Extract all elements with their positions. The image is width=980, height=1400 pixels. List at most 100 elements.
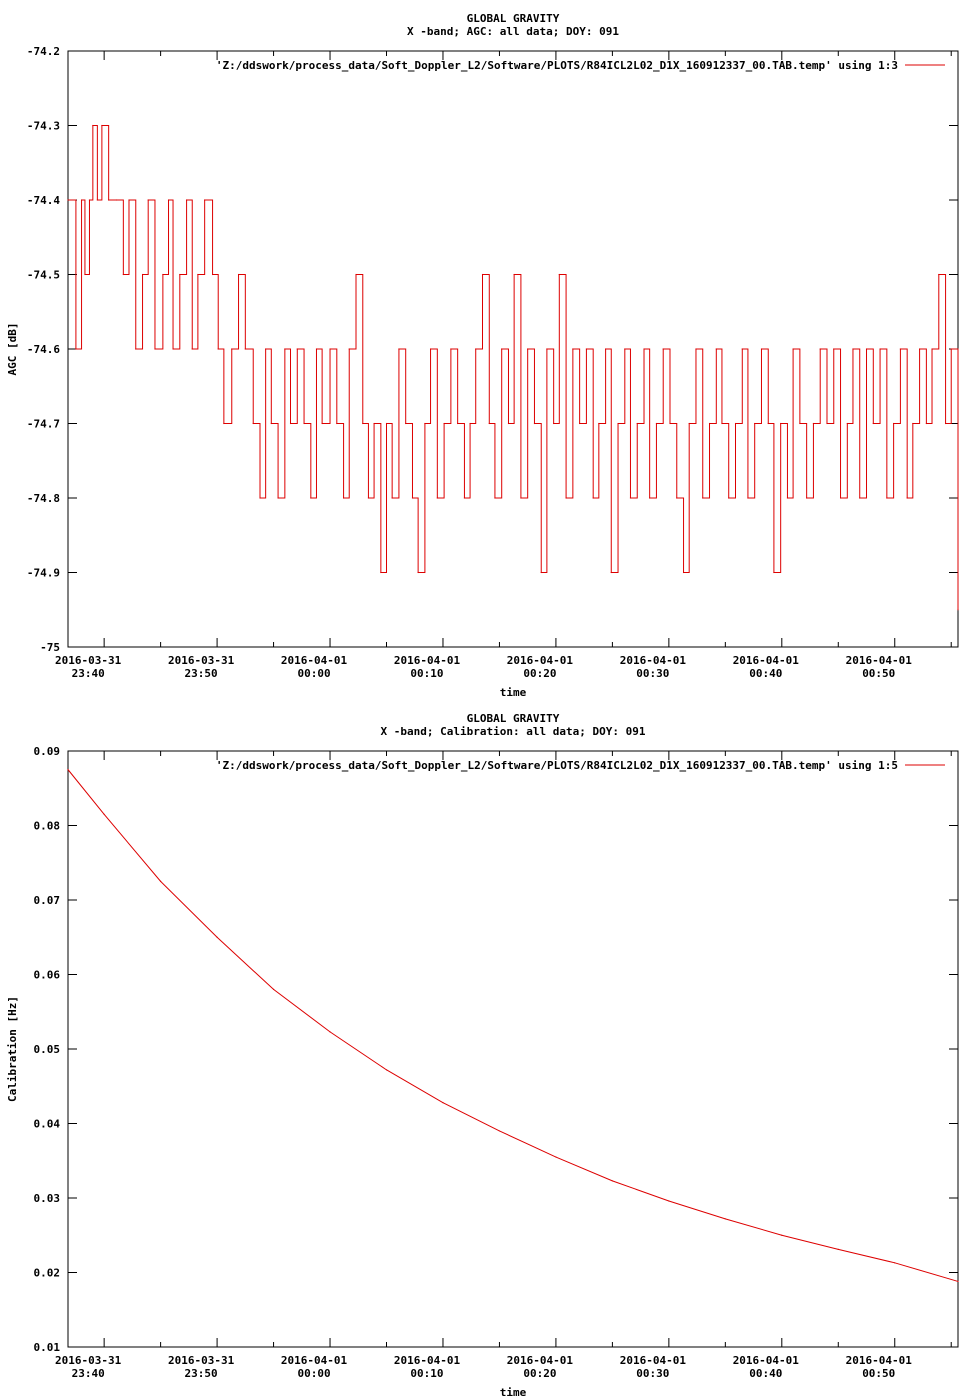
data-point xyxy=(204,199,206,201)
data-point xyxy=(893,422,895,425)
data-point xyxy=(450,348,452,350)
data-point xyxy=(695,348,697,350)
data-point xyxy=(629,497,632,499)
data-point xyxy=(75,348,77,350)
data-point xyxy=(819,348,821,350)
data-point xyxy=(216,936,218,938)
data-point xyxy=(336,422,338,425)
y-tick-label: -74.4 xyxy=(27,194,60,207)
y-tick-label: -74.8 xyxy=(27,492,60,505)
data-point xyxy=(481,273,484,276)
data-point xyxy=(636,422,638,425)
data-point xyxy=(80,199,83,201)
data-point xyxy=(277,497,279,499)
data-point xyxy=(950,348,952,350)
x-tick-date: 2016-04-01 xyxy=(281,654,348,667)
data-point xyxy=(373,422,375,425)
y-tick-label: -74.7 xyxy=(27,418,60,431)
data-point xyxy=(533,422,536,425)
x-tick-time: 00:10 xyxy=(410,1367,443,1380)
x-tick-date: 2016-04-01 xyxy=(507,1354,574,1367)
data-point xyxy=(67,199,69,201)
data-point xyxy=(442,1102,444,1104)
data-point xyxy=(781,1234,783,1236)
data-point xyxy=(617,422,619,425)
data-point xyxy=(837,1248,839,1251)
data-point xyxy=(540,571,542,574)
y-tick-label: 0.06 xyxy=(34,969,61,982)
data-point xyxy=(391,497,393,499)
x-tick-date: 2016-04-01 xyxy=(281,1354,348,1367)
data-point xyxy=(329,348,331,350)
data-point xyxy=(429,348,432,350)
data-point xyxy=(443,422,445,425)
data-point xyxy=(754,422,756,425)
data-point xyxy=(272,988,275,991)
data-point xyxy=(128,199,130,201)
data-point xyxy=(546,348,548,350)
y-tick-label: -74.3 xyxy=(27,120,60,133)
data-point xyxy=(348,348,350,350)
x-tick-time: 23:40 xyxy=(72,667,105,680)
data-point xyxy=(585,348,588,350)
x-tick-date: 2016-03-31 xyxy=(168,1354,235,1367)
x-tick-date: 2016-04-01 xyxy=(394,654,461,667)
data-point xyxy=(84,273,86,276)
data-point xyxy=(167,199,170,201)
plot-frame xyxy=(67,750,959,1348)
x-tick-time: 00:50 xyxy=(862,1367,895,1380)
data-point xyxy=(463,497,466,499)
data-point xyxy=(565,497,567,499)
data-point xyxy=(217,348,219,350)
series-line xyxy=(68,125,959,610)
data-point xyxy=(92,124,94,127)
data-point xyxy=(507,422,510,425)
data-point xyxy=(886,497,888,499)
data-point xyxy=(643,348,645,350)
x-tick-date: 2016-04-01 xyxy=(620,1354,687,1367)
y-tick-label: -74.2 xyxy=(27,45,60,58)
data-point xyxy=(329,1031,331,1033)
data-point xyxy=(925,422,927,425)
series-line xyxy=(67,769,959,1282)
data-point xyxy=(259,497,261,499)
data-point xyxy=(605,348,607,350)
data-point xyxy=(475,348,477,350)
y-tick-label: 0.01 xyxy=(34,1341,61,1354)
y-axis-label: Calibration [Hz] xyxy=(6,996,19,1102)
data-point xyxy=(135,348,137,350)
data-point xyxy=(715,348,717,350)
data-point xyxy=(938,273,940,276)
data-point xyxy=(721,422,723,425)
data-point xyxy=(108,199,110,201)
data-point xyxy=(688,422,690,425)
data-point xyxy=(931,348,933,350)
data-point xyxy=(160,880,162,882)
data-point xyxy=(786,497,789,499)
data-point xyxy=(398,348,400,350)
data-point xyxy=(833,348,835,350)
legend-label: 'Z:/ddswork/process_data/Soft_Doppler_L2… xyxy=(216,759,898,772)
x-tick-time: 00:40 xyxy=(749,1367,782,1380)
y-tick-label: 0.02 xyxy=(34,1267,61,1280)
data-point xyxy=(579,422,581,425)
data-point xyxy=(662,348,664,350)
data-point xyxy=(724,1218,726,1220)
data-point xyxy=(760,348,763,350)
data-point xyxy=(649,497,651,499)
y-axis-label: AGC [dB] xyxy=(6,323,19,376)
data-point xyxy=(859,497,861,499)
data-point xyxy=(812,422,815,425)
data-point xyxy=(846,422,848,425)
data-point xyxy=(610,571,612,574)
data-point xyxy=(411,497,414,499)
data-point xyxy=(912,422,914,425)
data-point xyxy=(957,609,959,611)
data-point xyxy=(321,422,323,425)
data-point xyxy=(865,348,868,350)
data-point xyxy=(498,1130,501,1132)
data-point xyxy=(494,497,496,499)
x-tick-date: 2016-04-01 xyxy=(846,654,913,667)
x-tick-time: 00:10 xyxy=(410,667,443,680)
y-tick-label: 0.07 xyxy=(34,894,61,907)
